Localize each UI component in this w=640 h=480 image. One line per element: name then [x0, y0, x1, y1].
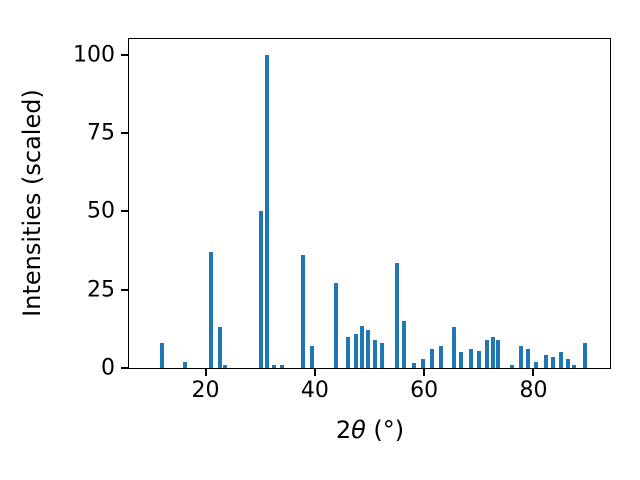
- y-tick-mark: [121, 210, 129, 213]
- diffraction-peak-bar: [485, 339, 490, 368]
- diffraction-peak-bar: [159, 342, 164, 368]
- diffraction-peak-bar: [366, 330, 371, 368]
- diffraction-peak-bar: [280, 364, 285, 368]
- y-tick-mark: [121, 288, 129, 291]
- y-tick-mark: [121, 53, 129, 56]
- diffraction-peak-bar: [310, 346, 315, 368]
- x-axis-label-prefix: 2: [335, 416, 352, 444]
- diffraction-peak-bar: [258, 211, 263, 368]
- x-tick-label: 40: [300, 378, 329, 403]
- diffraction-peak-bar: [372, 339, 377, 368]
- x-tick-mark: [423, 368, 426, 376]
- diffraction-peak-bar: [565, 358, 570, 368]
- diffraction-peak-bar: [394, 263, 399, 368]
- diffraction-peak-bar: [379, 342, 384, 368]
- y-tick-label: 75: [87, 120, 115, 146]
- diffraction-peak-bar: [452, 327, 457, 368]
- diffraction-peak-bar: [430, 349, 435, 368]
- diffraction-peak-bar: [300, 255, 305, 368]
- diffraction-peak-bar: [468, 349, 473, 368]
- diffraction-peak-bar: [412, 363, 417, 368]
- diffraction-peak-bar: [572, 364, 577, 368]
- y-axis-label: Intensities (scaled): [18, 89, 46, 317]
- diffraction-peak-bar: [182, 361, 187, 368]
- diffraction-peak-bar: [208, 252, 213, 368]
- x-tick-mark: [313, 368, 316, 376]
- diffraction-peak-bar: [583, 342, 588, 368]
- diffraction-peak-bar: [509, 364, 514, 368]
- x-axis-label-suffix: (°): [365, 416, 405, 444]
- diffraction-peak-bar: [421, 358, 426, 368]
- diffraction-peak-bar: [544, 355, 549, 368]
- y-tick-mark: [121, 132, 129, 134]
- diffraction-peak-bar: [272, 364, 277, 368]
- x-axis-label: 2θ (°): [336, 416, 404, 444]
- diffraction-peak-bar: [526, 349, 530, 368]
- diffraction-peak-bar: [333, 283, 338, 368]
- diffraction-peak-bar: [217, 327, 222, 368]
- diffraction-peak-bar: [223, 364, 228, 368]
- x-tick-label: 80: [519, 378, 548, 403]
- diffraction-peak-bar: [345, 336, 350, 368]
- plot-area: 20 40 60 80 0 25 50 75 100: [73, 38, 611, 403]
- x-tick-label: 20: [191, 378, 220, 403]
- diffraction-peak-bar: [550, 357, 555, 368]
- diffraction-peak-bar: [360, 325, 365, 368]
- x-tick-mark: [204, 368, 207, 376]
- y-tick-label: 0: [101, 355, 115, 381]
- diffraction-peak-bar: [459, 352, 464, 368]
- y-tick-mark: [121, 367, 129, 369]
- y-tick-label: 25: [87, 277, 115, 303]
- diffraction-peak-bar: [401, 321, 406, 368]
- diffraction-peak-bar: [534, 361, 539, 368]
- diffraction-peak-bar: [519, 346, 524, 368]
- theta-symbol: θ: [351, 416, 366, 444]
- diffraction-peak-bar: [496, 339, 501, 368]
- diffraction-peak-bar: [476, 350, 481, 368]
- diffraction-peak-bar: [558, 352, 563, 368]
- diffraction-peak-bar: [438, 346, 443, 368]
- diffraction-peak-bar: [491, 336, 496, 368]
- y-tick-label: 50: [87, 198, 115, 224]
- x-tick-mark: [532, 368, 535, 376]
- y-tick-label: 100: [73, 42, 115, 68]
- diffraction-peak-bar: [265, 54, 270, 368]
- diffraction-peak-bar: [353, 333, 358, 368]
- x-tick-label: 60: [410, 378, 439, 403]
